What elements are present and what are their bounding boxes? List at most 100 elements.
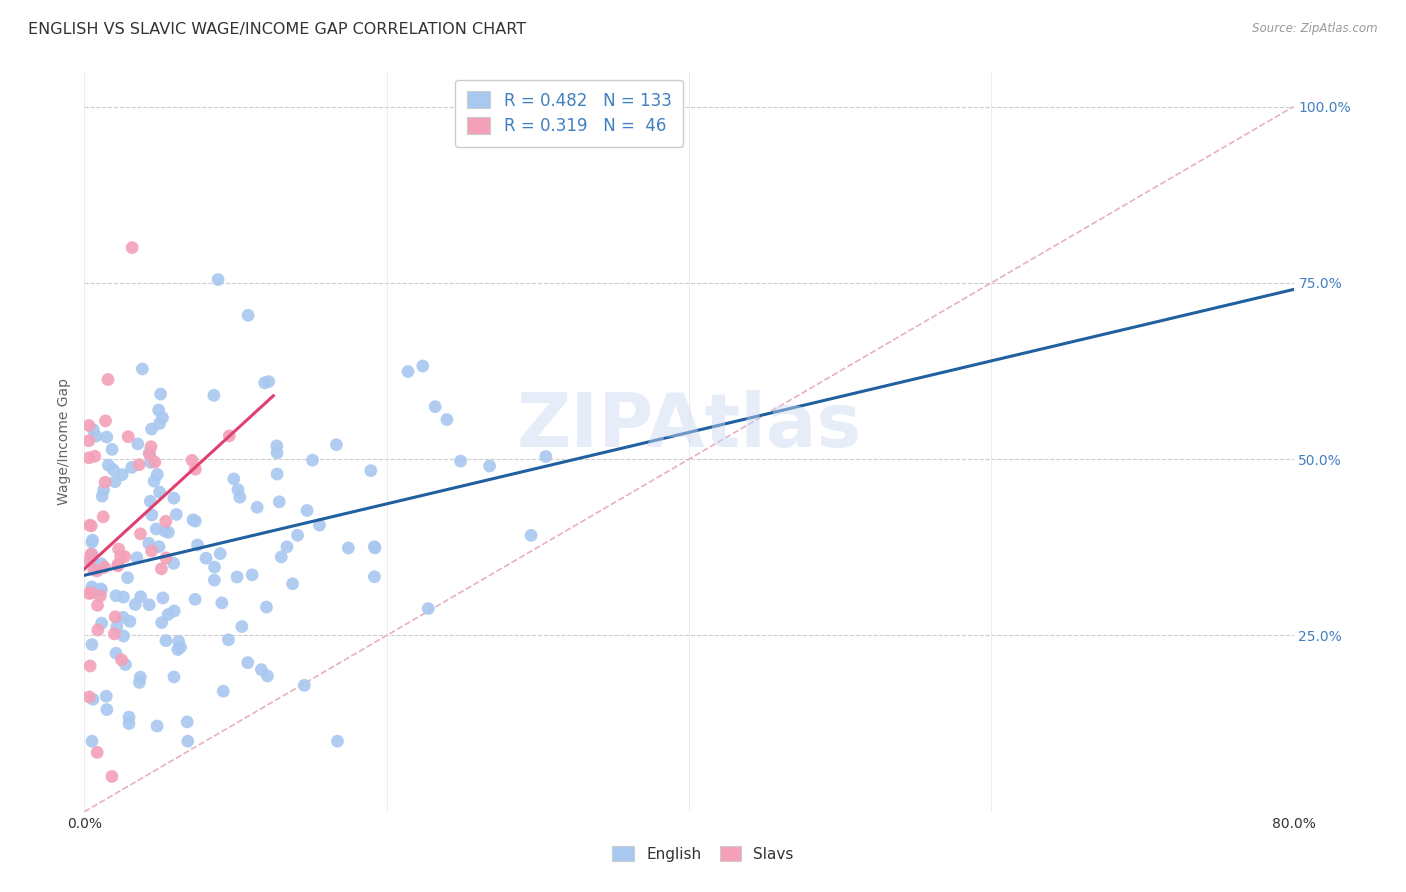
Point [103,627,125,641]
Point [105,646,128,660]
Point [148,403,170,417]
Point [363,540,385,554]
Point [84,429,107,443]
Point [146,719,169,733]
Point [77,586,100,600]
Point [128,458,150,472]
Point [337,541,360,555]
Point [87,623,110,637]
Point [83,449,105,463]
Point [167,642,190,657]
Point [155,514,177,528]
Point [91,509,114,524]
Point [96,703,118,717]
Point [105,620,128,634]
Point [121,241,143,255]
Point [80,586,103,600]
Legend: R = 0.482   N = 133, R = 0.319   N =  46: R = 0.482 N = 133, R = 0.319 N = 46 [456,79,683,147]
Point [153,524,176,538]
Point [107,558,129,572]
Point [101,442,124,457]
Point [176,714,198,729]
Point [91,489,114,503]
Point [101,769,124,783]
Point [281,576,304,591]
Point [163,557,186,571]
Point [163,491,186,505]
Point [276,540,298,554]
Y-axis label: Wage/Income Gap: Wage/Income Gap [58,378,72,505]
Point [80,518,103,533]
Point [270,549,292,564]
Point [534,450,557,464]
Point [77,553,100,567]
Point [141,422,163,436]
Point [131,362,153,376]
Point [217,632,239,647]
Point [117,430,139,444]
Point [229,490,252,504]
Point [186,538,208,552]
Point [157,525,180,540]
Point [110,549,132,564]
Point [118,710,141,724]
Point [77,450,100,465]
Point [269,495,291,509]
Point [125,550,148,565]
Point [155,633,177,648]
Point [114,549,136,564]
Point [152,591,174,605]
Point [139,455,162,469]
Point [82,423,104,437]
Point [124,598,146,612]
Point [418,601,440,615]
Point [90,582,112,596]
Text: ENGLISH VS SLAVIC WAGE/INCOME GAP CORRELATION CHART: ENGLISH VS SLAVIC WAGE/INCOME GAP CORREL… [28,22,526,37]
Point [80,549,103,563]
Point [83,582,105,597]
Point [103,463,125,477]
Point [112,629,135,643]
Point [202,573,225,587]
Point [181,513,204,527]
Point [163,604,186,618]
Point [256,669,278,683]
Point [163,670,186,684]
Point [266,439,288,453]
Point [90,616,112,631]
Point [207,272,229,286]
Point [138,536,160,550]
Point [77,418,100,433]
Point [141,508,163,522]
Point [129,590,152,604]
Point [236,656,259,670]
Point [148,540,170,554]
Point [266,467,288,481]
Point [97,372,120,386]
Point [165,508,187,522]
Point [256,600,278,615]
Point [325,438,347,452]
Point [146,467,169,482]
Point [412,359,434,373]
Point [77,434,100,448]
Point [96,690,118,704]
Point [86,599,108,613]
Point [80,553,103,567]
Point [105,589,128,603]
Point [82,533,104,548]
Point [141,544,163,558]
Point [257,375,280,389]
Point [90,557,112,571]
Point [157,607,180,622]
Point [104,609,127,624]
Point [143,455,166,469]
Point [181,453,204,467]
Point [77,690,100,704]
Point [150,562,173,576]
Point [138,446,160,460]
Point [79,659,101,673]
Point [184,462,207,476]
Point [114,657,136,672]
Point [127,437,149,451]
